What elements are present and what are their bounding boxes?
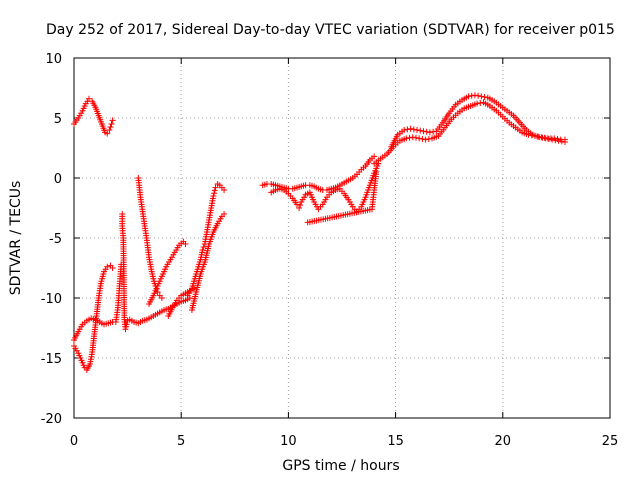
data-point — [158, 295, 165, 301]
data-point — [542, 135, 549, 142]
data-point — [555, 137, 562, 144]
data-point — [182, 241, 189, 247]
data-point — [199, 247, 206, 253]
y-tick-label: -20 — [41, 412, 62, 427]
data-point — [86, 95, 93, 102]
x-tick-label: 20 — [495, 434, 512, 449]
data-point — [407, 125, 414, 132]
data-point — [409, 134, 416, 141]
chart-title: Day 252 of 2017, Sidereal Day-to-day VTE… — [46, 22, 615, 38]
data-point — [417, 127, 424, 134]
data-point — [536, 134, 543, 141]
data-point — [539, 134, 546, 141]
grid — [74, 58, 610, 418]
data-point — [545, 136, 552, 142]
data-point — [477, 100, 484, 106]
y-tick-label: -10 — [41, 292, 62, 307]
data-point — [404, 126, 411, 133]
data-point — [416, 135, 423, 142]
x-axis-label: GPS time / hours — [282, 458, 399, 474]
y-tick-labels: -20 -15 -10 -5 0 5 10 — [41, 52, 62, 427]
data-point — [426, 129, 433, 136]
data-point — [212, 184, 219, 191]
data-point — [481, 94, 488, 100]
data-point — [210, 193, 217, 199]
data-point — [471, 92, 478, 99]
data-point — [406, 134, 413, 141]
data-point — [296, 205, 303, 211]
data-point — [414, 127, 421, 133]
x-tick-label: 5 — [177, 434, 185, 449]
x-tick-labels: 0 5 10 15 20 25 — [70, 434, 618, 449]
data-point — [475, 92, 482, 99]
data-point — [104, 130, 111, 137]
y-tick-label: -5 — [49, 232, 62, 247]
data-point — [371, 153, 378, 160]
data-point — [412, 134, 419, 141]
y-axis-label: SDTVAR / TECUs — [8, 181, 24, 296]
data-point — [108, 121, 115, 127]
x-tick-label: 25 — [602, 434, 619, 449]
x-tick-label: 10 — [280, 434, 297, 449]
data-point — [221, 211, 228, 217]
data-point — [549, 136, 556, 143]
data-point — [561, 139, 568, 145]
data-point — [109, 117, 116, 124]
data-points — [71, 92, 568, 373]
data-point — [297, 202, 304, 208]
data-point — [478, 93, 485, 100]
data-point — [221, 187, 228, 193]
y-tick-label: -15 — [41, 352, 62, 367]
data-point — [420, 128, 427, 135]
data-point — [403, 135, 410, 142]
data-point — [419, 136, 426, 142]
data-point — [552, 137, 559, 144]
data-point — [401, 127, 408, 133]
data-point — [211, 190, 218, 197]
y-tick-label: 10 — [45, 52, 62, 67]
data-point — [373, 169, 380, 175]
y-tick-label: 0 — [54, 172, 62, 187]
data-point — [211, 187, 218, 194]
data-point — [425, 136, 432, 142]
data-point — [106, 127, 113, 133]
x-tick-label: 0 — [70, 434, 78, 449]
data-point — [422, 136, 429, 143]
y-tick-label: 5 — [54, 112, 62, 127]
data-point — [410, 126, 417, 133]
data-point — [465, 93, 472, 100]
data-point — [200, 244, 207, 250]
data-point — [474, 100, 481, 107]
data-point — [468, 92, 475, 99]
data-point — [430, 128, 437, 135]
data-point — [104, 263, 111, 270]
data-point — [423, 128, 430, 135]
data-point — [107, 124, 114, 130]
data-point — [558, 138, 565, 145]
data-point — [109, 265, 116, 271]
axis-ticks — [73, 57, 611, 419]
x-tick-label: 15 — [387, 434, 404, 449]
data-point — [293, 201, 300, 208]
